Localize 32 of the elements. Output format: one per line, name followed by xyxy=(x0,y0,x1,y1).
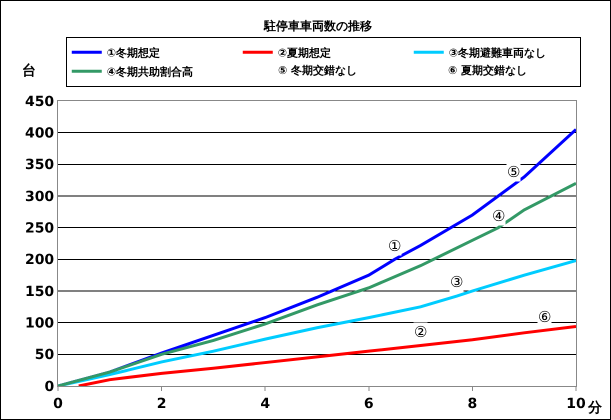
y-tick-label: 300 xyxy=(24,188,54,205)
annotation: ④ xyxy=(492,207,506,225)
legend-label: ③冬期避難車両なし xyxy=(448,46,546,60)
x-tick-label: 10 xyxy=(566,396,586,412)
text: ⑥ 夏期交錯なし xyxy=(448,64,528,77)
line-series xyxy=(58,182,576,386)
legend-label: ①冬期想定 xyxy=(106,46,160,60)
x-tick-label: 6 xyxy=(364,396,374,412)
x-tick-label: 4 xyxy=(260,396,270,412)
y-axis-title: 台 xyxy=(22,63,36,79)
chart-title: 駐停車車両数の推移 xyxy=(263,19,372,33)
annotation: ③ xyxy=(450,273,464,291)
y-tick-label: 350 xyxy=(24,157,54,174)
y-tick-label: 50 xyxy=(34,347,54,364)
y-tick-label: 400 xyxy=(24,126,54,142)
y-tick-label: 0 xyxy=(44,378,54,395)
annotation: ⑤ xyxy=(507,163,520,181)
text: ⑤ 冬期交錯なし xyxy=(278,64,358,77)
annotation: ⑥ xyxy=(538,308,552,326)
line-series xyxy=(77,324,576,386)
x-tick-label: 2 xyxy=(156,396,166,412)
x-tick-label: 8 xyxy=(468,396,478,412)
annotation: ① xyxy=(388,237,402,255)
y-tick-label: 100 xyxy=(24,316,54,332)
y-tick-label: 150 xyxy=(24,284,54,300)
x-axis-title: 分 xyxy=(587,400,603,416)
annotation: ② xyxy=(414,323,428,341)
y-tick-label: 450 xyxy=(24,94,54,110)
legend-label: ②夏期想定 xyxy=(278,46,332,60)
legend-label: ④冬期共助割合高 xyxy=(106,66,194,79)
y-tick-label: 200 xyxy=(24,252,54,268)
y-tick-label: 250 xyxy=(24,220,54,237)
